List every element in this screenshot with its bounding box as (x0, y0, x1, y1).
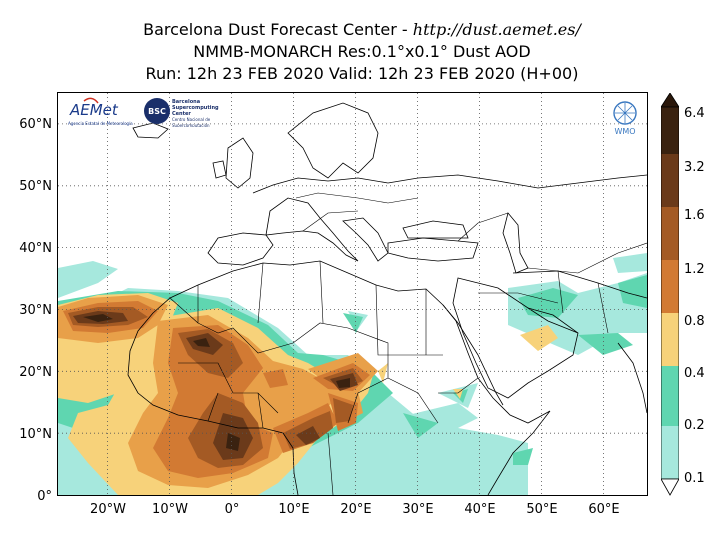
bsc-logo: BSC Barcelona Supercomputing Center Cent… (144, 98, 219, 127)
colorbar-label-0.2: 0.2 (684, 418, 705, 433)
colorbar-band-0.2 (661, 426, 679, 479)
iberia (207, 232, 274, 266)
colorbar-label-1.6: 1.6 (684, 208, 705, 223)
colorbar-label-0.4: 0.4 (684, 366, 705, 381)
lon-tick-20w: 20°W (90, 502, 126, 517)
lon-tick-60e: 60°E (588, 502, 620, 517)
colorbar-band-6.4 (661, 107, 679, 154)
title-line-2: NMMB-MONARCH Res:0.1°x0.1° Dust AOD (193, 42, 531, 61)
title-prefix: Barcelona Dust Forecast Center - (143, 20, 413, 39)
colorbar-band-3.2 (661, 154, 679, 207)
uk (212, 137, 254, 189)
bsc-subtitle: Centro Nacional de Supercomputación (172, 117, 211, 127)
lat-tick-60n: 60°N (19, 117, 52, 132)
lat-tick-30n: 30°N (19, 303, 52, 318)
bsc-name: Barcelona Supercomputing Center (172, 99, 219, 117)
title-line-1: Barcelona Dust Forecast Center - http://… (0, 20, 724, 40)
lon-tick-30e: 30°E (402, 502, 434, 517)
caspian (502, 212, 529, 274)
lat-tick-10n: 10°N (19, 427, 52, 442)
title-line-3: Run: 12h 23 FEB 2020 Valid: 12h 23 FEB 2… (145, 64, 579, 83)
europe-mainland (252, 174, 647, 194)
aemet-logo-subtitle: Agencia Estatal de Meteorología (68, 121, 133, 126)
lon-tick-0: 0° (224, 502, 240, 517)
coastlines-borders (127, 102, 647, 495)
arabia (452, 277, 579, 399)
iceland (132, 122, 169, 139)
lon-tick-40e: 40°E (464, 502, 496, 517)
graticule (58, 93, 647, 495)
colorbar-extend-min (661, 478, 679, 496)
aemet-logo-text: AEMet (69, 101, 119, 119)
colorbar-label-0.8: 0.8 (684, 314, 705, 329)
map-canvas: AEMet Agencia Estatal de Meteorología BS… (58, 93, 647, 495)
scandinavia (287, 102, 379, 179)
lat-tick-20n: 20°N (19, 365, 52, 380)
dust-level-3.2 (73, 311, 358, 460)
colorbar-label-0.1: 0.1 (684, 471, 705, 486)
balkans-greece (342, 217, 389, 262)
dust-aod-map: AEMet Agencia Estatal de Meteorología BS… (57, 92, 648, 496)
black-sea (402, 220, 469, 239)
lon-tick-10w: 10°W (152, 502, 188, 517)
colorbar-label-3.2: 3.2 (684, 160, 705, 175)
colorbar (661, 93, 679, 496)
lat-tick-40n: 40°N (19, 241, 52, 256)
colorbar-label-1.2: 1.2 (684, 262, 705, 277)
wmo-logo-text: WMO (614, 127, 635, 136)
colorbar-extend-max (661, 93, 679, 108)
lon-tick-10e: 10°E (278, 502, 310, 517)
colorbar-band-0.8 (661, 313, 679, 366)
bsc-logo-text: BSC (148, 107, 166, 116)
lat-tick-0: 0° (37, 489, 52, 504)
lat-tick-50n: 50°N (19, 179, 52, 194)
red-sea (442, 304, 504, 406)
colorbar-label-6.4: 6.4 (684, 106, 705, 121)
india-coast (617, 342, 647, 414)
lon-tick-20e: 20°E (340, 502, 372, 517)
colorbar-band-1.2 (661, 260, 679, 313)
persian-gulf (527, 307, 579, 334)
title-url: http://dust.aemet.es/ (412, 20, 581, 39)
colorbar-band-0.4 (661, 366, 679, 426)
lon-tick-50e: 50°E (526, 502, 558, 517)
colorbar-band-1.6 (661, 207, 679, 260)
turkey (387, 237, 479, 262)
aemet-logo: AEMet Agencia Estatal de Meteorología (68, 97, 133, 126)
france-italy (265, 197, 359, 262)
dust-aod-field (58, 253, 647, 495)
wmo-logo: WMO (613, 101, 637, 136)
